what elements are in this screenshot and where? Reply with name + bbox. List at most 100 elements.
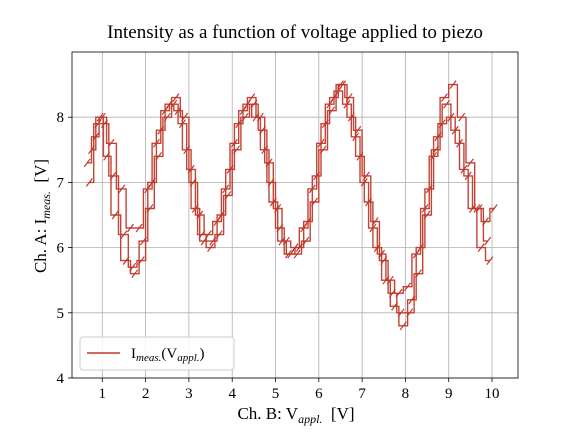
legend-box: [79, 336, 235, 371]
data-point-mark: [373, 243, 381, 252]
data-point-mark: [122, 256, 130, 266]
data-point-mark: [165, 99, 173, 109]
data-point-mark: [191, 204, 199, 213]
data-point-mark: [243, 99, 251, 109]
data-point-mark: [174, 106, 182, 116]
data-point-mark: [417, 243, 425, 252]
y-axis-label-sub: meas.: [39, 191, 53, 219]
x-tick-label: 6: [315, 386, 323, 402]
data-point-mark: [408, 295, 416, 305]
data-point-mark: [477, 243, 485, 252]
x-axis-label-prefix: Ch. B: V: [237, 404, 298, 423]
data-point-mark: [391, 301, 399, 311]
x-tick-label: 4: [228, 386, 236, 402]
x-axis-label: Ch. B: Vappl. [V]: [237, 404, 354, 426]
y-tick-label: 4: [57, 371, 65, 387]
data-point-mark: [252, 112, 260, 122]
chart-title: Intensity as a function of voltage appli…: [107, 22, 483, 43]
data-point-mark: [466, 158, 474, 168]
grid: [72, 52, 518, 379]
data-point-mark: [469, 204, 477, 213]
x-tick-label: 8: [402, 386, 410, 402]
data-point-mark: [235, 119, 243, 129]
data-point-mark: [404, 282, 412, 292]
x-tick-label: 9: [445, 386, 453, 402]
x-tick-label: 10: [485, 386, 500, 402]
x-tick-label: 3: [185, 386, 193, 402]
y-tick-label: 8: [57, 110, 65, 126]
data-point-mark: [209, 236, 217, 246]
data-point-mark: [96, 112, 104, 122]
data-point-mark: [486, 256, 494, 266]
legend-label-sub: meas.: [136, 352, 161, 364]
legend-label-mid: (V: [161, 346, 177, 362]
ticks: 1 2 3 4 5 6 7 8 9 10 4 5 6 7 8: [57, 110, 500, 402]
series-trace: [91, 83, 490, 327]
data-point-mark: [226, 165, 234, 174]
data-point-mark: [172, 93, 180, 102]
data-point-mark: [313, 171, 321, 181]
data-point-mark: [490, 204, 498, 213]
x-tick-label: 2: [142, 386, 150, 402]
data-point-mark: [157, 125, 165, 135]
data-point-mark: [330, 93, 338, 102]
data-point-mark: [295, 243, 303, 252]
data-point-mark: [365, 197, 373, 207]
x-axis-label-suffix: [V]: [322, 404, 354, 423]
series-trace: [87, 90, 495, 294]
data-point-mark: [434, 132, 442, 142]
x-tick-label: 1: [99, 386, 107, 402]
data-point-mark: [339, 80, 347, 89]
data-point-mark: [200, 236, 208, 246]
y-axis-label-suffix: [V]: [31, 159, 50, 191]
series-trace: [89, 83, 488, 314]
x-axis-label-sub: appl.: [298, 412, 322, 426]
data-point-mark: [278, 236, 286, 246]
legend-label-sub2: appl.: [177, 352, 199, 364]
data-point-mark: [126, 223, 134, 233]
data-point-mark: [100, 119, 108, 129]
data-point-mark: [382, 275, 390, 285]
data-point-mark: [356, 151, 364, 161]
data-point-mark: [183, 145, 191, 155]
legend-label-main: I: [131, 346, 136, 362]
data-point-mark: [131, 269, 139, 279]
data-series: [83, 80, 498, 331]
data-point-mark: [399, 321, 407, 331]
data-point-mark: [425, 184, 433, 194]
data-point-mark: [451, 125, 459, 135]
data-point-mark: [139, 236, 147, 246]
legend-label-end: ): [200, 346, 205, 362]
data-point-mark: [460, 165, 468, 174]
data-point-mark: [85, 178, 93, 187]
data-point-mark: [347, 112, 355, 122]
data-point-mark: [261, 145, 269, 155]
y-tick-label: 6: [57, 241, 65, 257]
y-tick-label: 7: [57, 175, 65, 191]
data-point-mark: [148, 178, 156, 187]
legend-entry-label: Imeas.(Vappl.): [131, 346, 205, 364]
data-point-mark: [440, 93, 448, 102]
data-point-mark: [269, 197, 277, 207]
data-point-mark: [118, 184, 126, 194]
data-point-mark: [120, 230, 128, 239]
x-tick-label: 7: [358, 386, 366, 402]
data-point-mark: [458, 112, 466, 122]
data-point-mark: [207, 243, 215, 252]
data-point-mark: [304, 217, 312, 226]
data-point-mark: [111, 210, 119, 220]
x-tick-label: 5: [272, 386, 280, 402]
data-point-mark: [484, 236, 492, 246]
data-point-mark: [449, 80, 457, 89]
data-point-mark: [83, 158, 91, 168]
data-point-mark: [321, 119, 329, 129]
data-point-mark: [135, 223, 143, 233]
legend: Imeas.(Vappl.): [79, 336, 235, 371]
data-point-mark: [287, 249, 295, 259]
data-point-mark: [217, 210, 225, 220]
data-point-mark: [443, 99, 451, 109]
y-axis-label-prefix: Ch. A: I: [31, 218, 50, 273]
y-tick-label: 5: [57, 306, 65, 322]
